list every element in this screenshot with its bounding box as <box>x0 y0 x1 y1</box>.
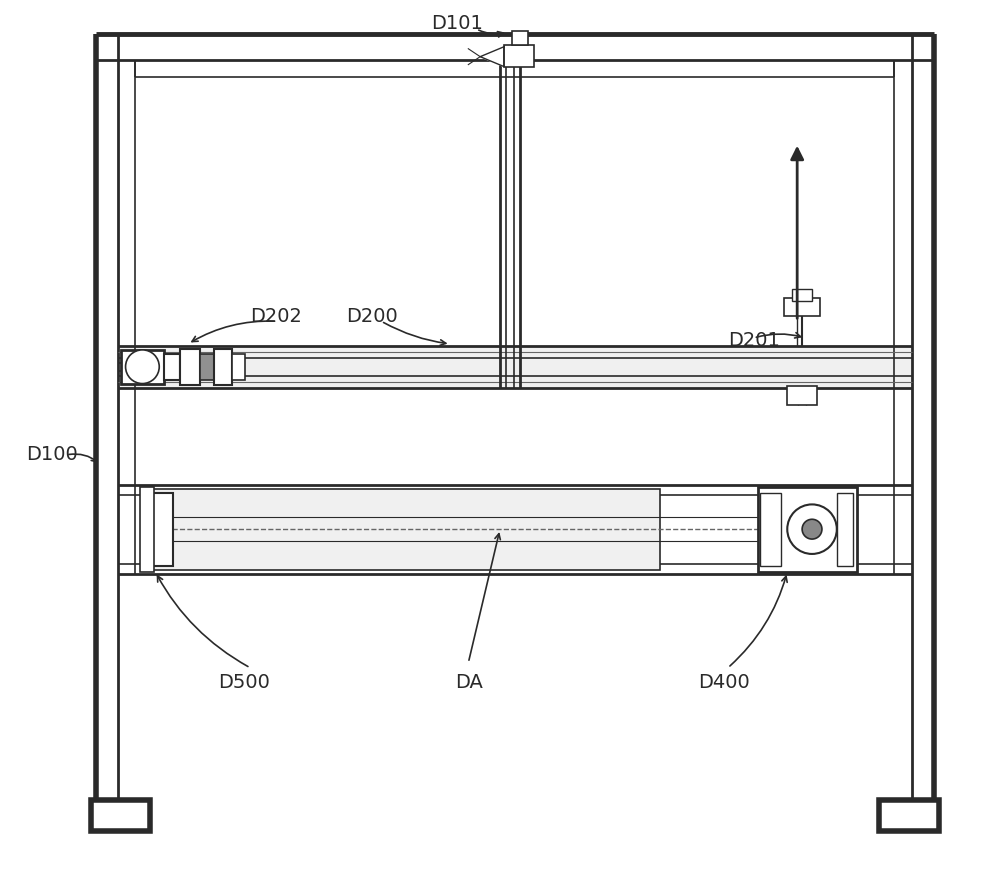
Bar <box>837 493 853 566</box>
Bar <box>512 31 528 45</box>
Bar <box>758 487 857 572</box>
Bar <box>145 493 173 566</box>
Bar <box>232 354 245 380</box>
Bar <box>792 289 812 301</box>
Bar <box>140 487 154 572</box>
Bar <box>760 493 781 566</box>
Circle shape <box>787 504 837 554</box>
Bar <box>118 346 912 388</box>
Bar <box>145 489 660 570</box>
Text: D200: D200 <box>346 307 398 326</box>
Bar <box>784 298 820 316</box>
Circle shape <box>802 519 822 539</box>
Bar <box>214 349 232 385</box>
Bar <box>91 800 150 831</box>
Bar <box>164 354 180 380</box>
Text: D500: D500 <box>218 673 270 692</box>
Text: D101: D101 <box>431 14 483 34</box>
Bar <box>200 354 214 380</box>
Text: D400: D400 <box>698 673 750 692</box>
Text: D100: D100 <box>27 445 78 465</box>
Bar <box>180 349 200 385</box>
Text: D202: D202 <box>250 307 302 326</box>
Text: DA: DA <box>455 673 483 692</box>
Circle shape <box>126 350 159 383</box>
Polygon shape <box>480 47 504 66</box>
Bar <box>787 386 817 405</box>
Bar <box>121 350 164 383</box>
Bar <box>504 45 534 66</box>
Text: D201: D201 <box>728 332 780 350</box>
Bar <box>879 800 939 831</box>
